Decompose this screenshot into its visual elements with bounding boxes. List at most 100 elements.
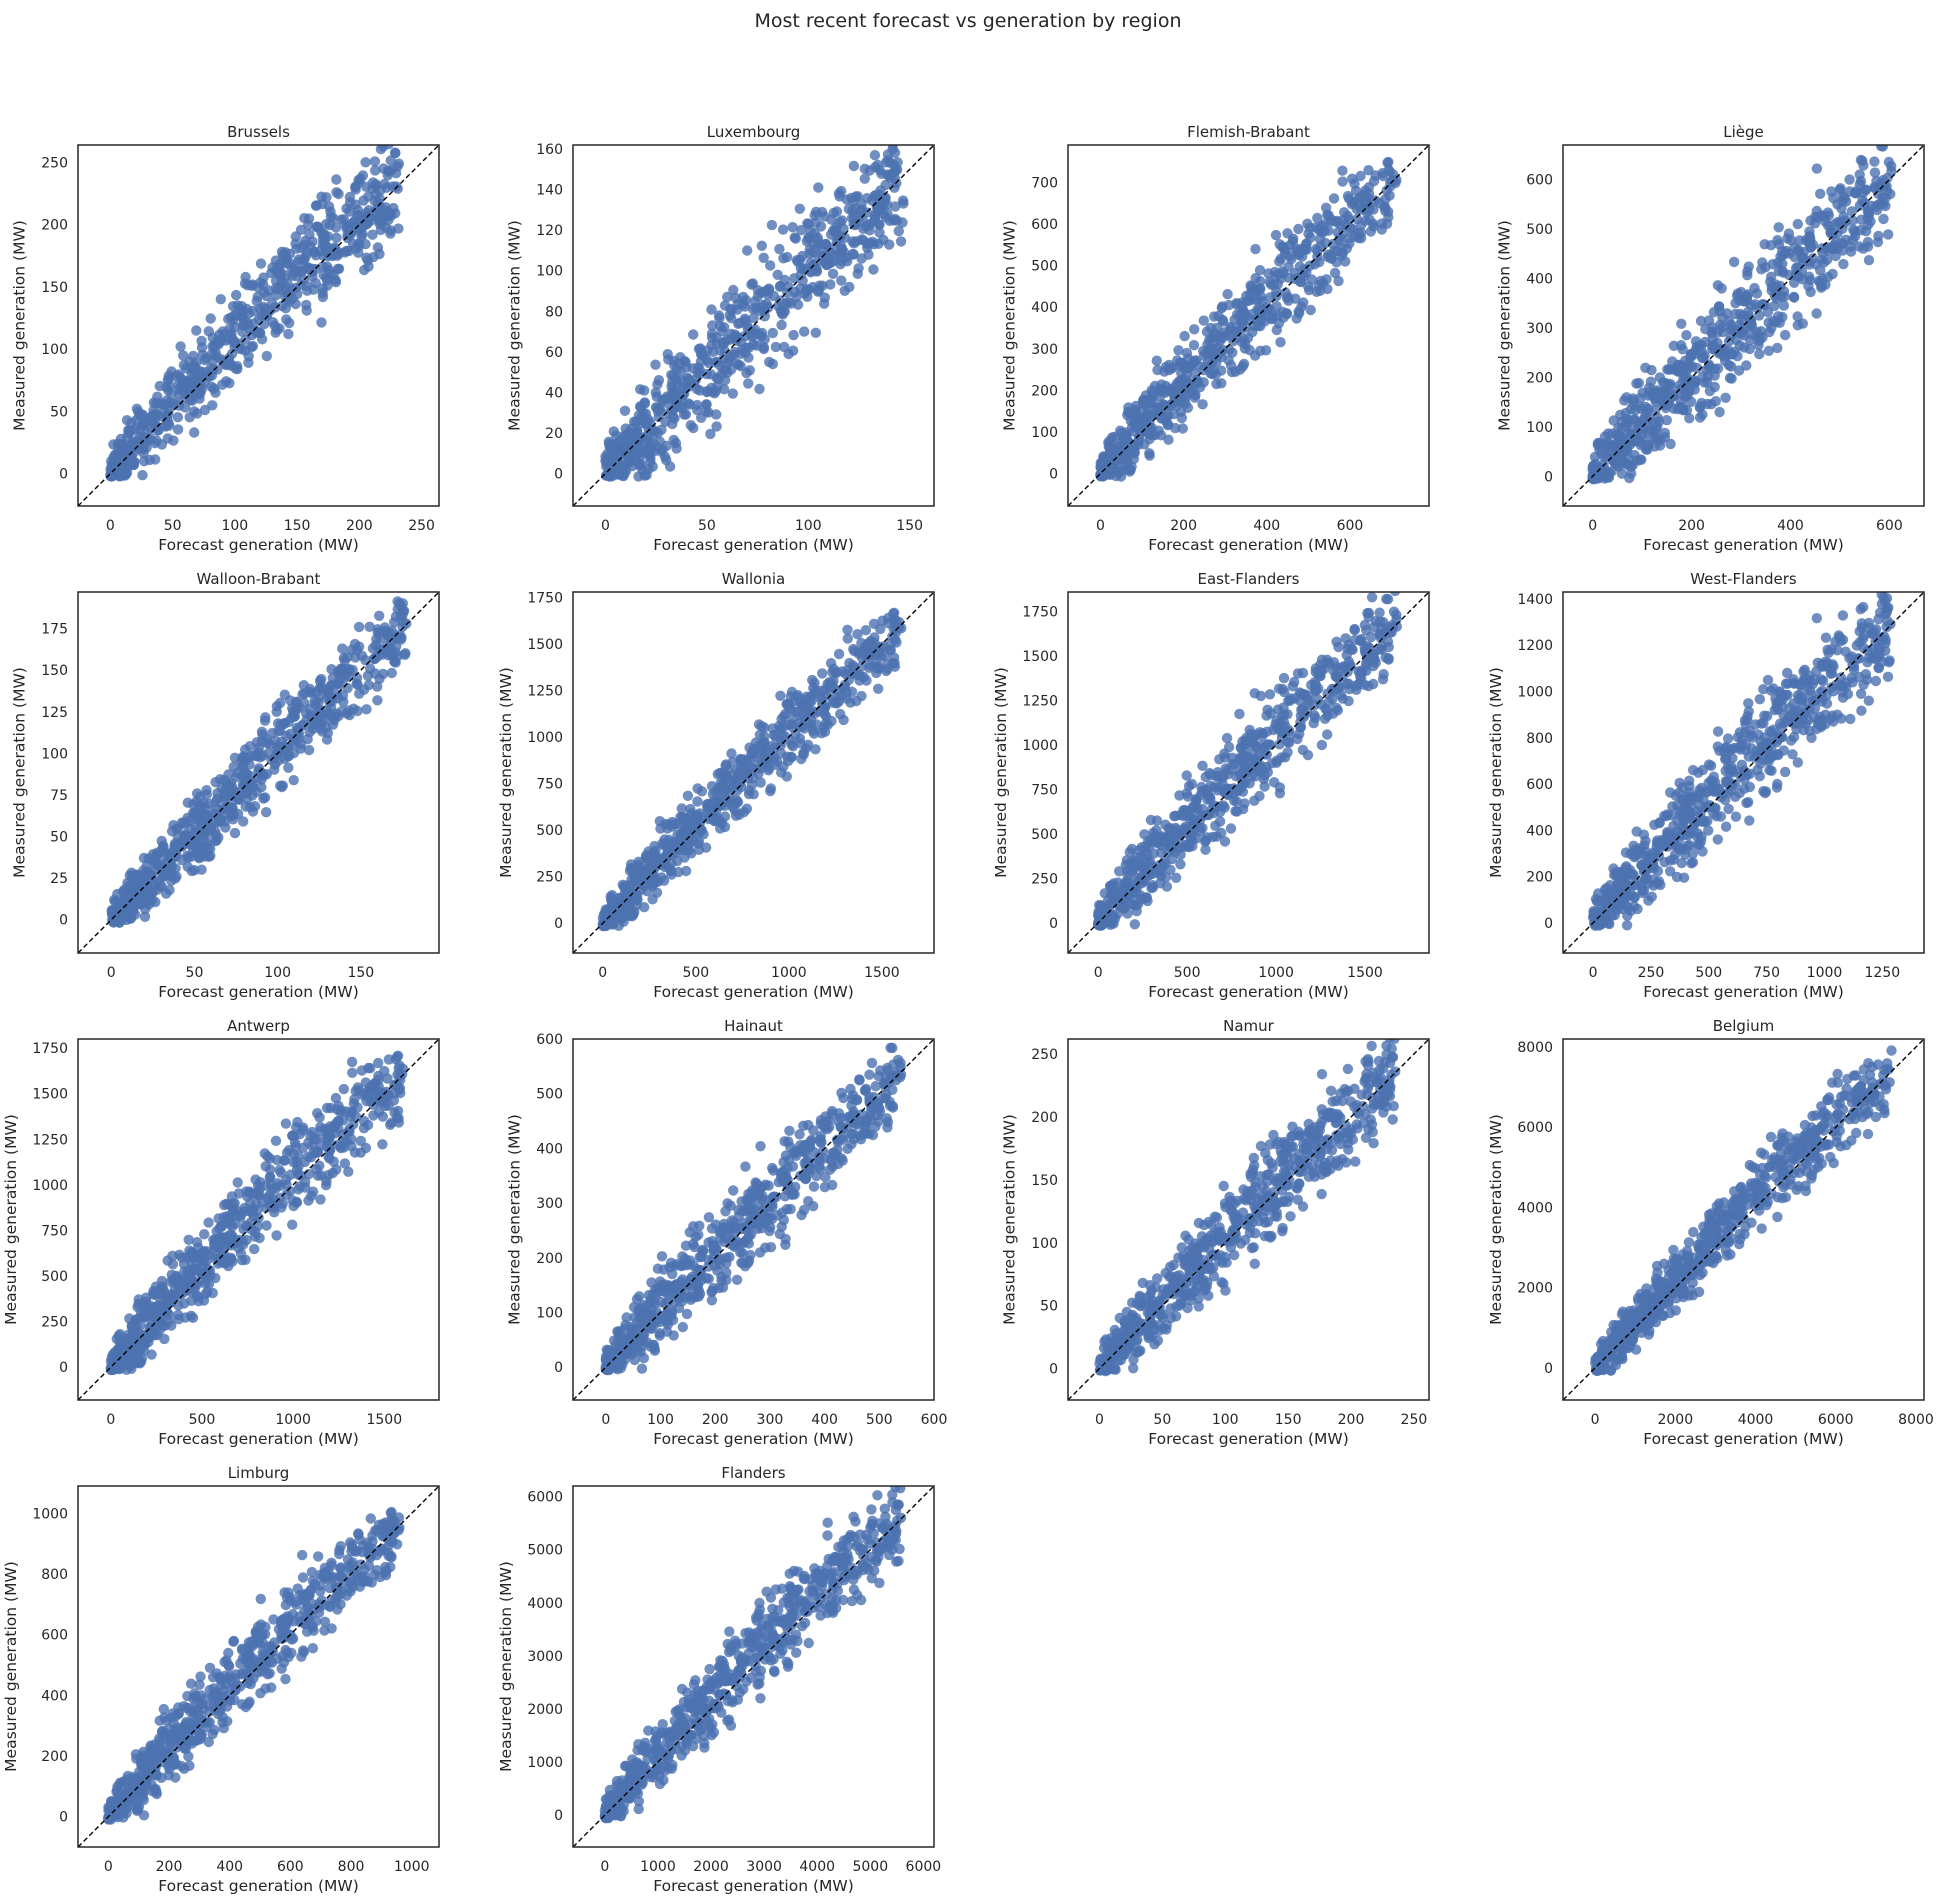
data-point xyxy=(641,469,652,481)
data-point xyxy=(1174,790,1185,801)
data-point xyxy=(1271,723,1283,734)
data-point xyxy=(1315,670,1326,682)
data-point xyxy=(1827,268,1838,280)
scatter-points xyxy=(1095,156,1402,482)
data-point xyxy=(1695,315,1707,327)
scatter-points xyxy=(600,145,909,482)
data-point xyxy=(693,838,704,849)
data-point xyxy=(1712,726,1724,737)
data-point xyxy=(1765,240,1777,251)
data-point xyxy=(1125,464,1136,475)
data-point xyxy=(768,290,779,302)
data-point xyxy=(1723,345,1734,356)
data-point xyxy=(1873,199,1884,210)
data-point xyxy=(842,624,853,635)
data-point xyxy=(270,283,282,294)
data-point xyxy=(1329,267,1341,279)
data-point xyxy=(671,374,682,385)
data-point xyxy=(1231,796,1242,807)
data-point xyxy=(1250,243,1261,255)
data-point xyxy=(873,219,884,230)
data-point xyxy=(742,758,753,770)
data-point xyxy=(683,845,695,856)
data-point xyxy=(1191,833,1202,844)
data-point xyxy=(351,678,362,689)
data-point xyxy=(1181,770,1192,781)
data-point xyxy=(779,306,790,317)
data-point xyxy=(616,913,627,925)
data-point xyxy=(845,697,856,708)
data-point xyxy=(654,816,665,827)
data-point xyxy=(1834,185,1846,196)
data-point xyxy=(1763,345,1775,356)
data-point xyxy=(1183,807,1194,818)
data-point xyxy=(116,452,127,463)
data-point xyxy=(755,287,766,298)
data-point xyxy=(1284,737,1295,748)
data-point xyxy=(863,639,875,650)
data-point xyxy=(650,845,661,856)
y-tick-label: 500 xyxy=(1526,222,1553,238)
data-point xyxy=(1873,230,1884,242)
data-point xyxy=(238,816,249,827)
data-point xyxy=(1825,224,1837,235)
subplot-title: East-Flanders xyxy=(1197,570,1299,588)
data-point xyxy=(684,399,695,410)
data-point xyxy=(681,362,692,373)
reference-line xyxy=(573,145,934,506)
data-point xyxy=(706,328,718,339)
data-point xyxy=(220,335,232,346)
data-point xyxy=(1255,276,1266,287)
data-point xyxy=(1188,388,1199,400)
data-point xyxy=(1255,740,1266,751)
data-point xyxy=(754,383,765,395)
data-point xyxy=(675,402,686,413)
data-point xyxy=(836,275,847,286)
data-point xyxy=(709,357,721,368)
data-point xyxy=(1268,280,1280,291)
data-point xyxy=(1603,428,1614,439)
data-point xyxy=(332,250,343,261)
data-point xyxy=(207,341,218,352)
data-point xyxy=(897,195,909,206)
data-point xyxy=(174,839,185,850)
data-point xyxy=(1844,174,1855,185)
data-point xyxy=(1363,607,1375,619)
data-point xyxy=(182,850,193,861)
data-point xyxy=(300,250,312,262)
data-point xyxy=(1182,839,1193,850)
data-point xyxy=(770,341,782,353)
data-point xyxy=(1205,780,1216,791)
data-point xyxy=(1197,399,1208,410)
x-tick-label: 0 xyxy=(601,518,610,534)
data-point xyxy=(1681,365,1692,376)
data-point xyxy=(1323,696,1335,707)
data-point xyxy=(351,211,363,222)
data-point xyxy=(799,326,810,337)
data-point xyxy=(203,798,214,809)
data-point xyxy=(838,223,849,234)
data-point xyxy=(271,701,283,712)
data-point xyxy=(1764,326,1775,338)
data-point xyxy=(600,470,612,481)
data-point xyxy=(1749,299,1761,310)
data-point xyxy=(1362,640,1373,652)
subplot-title: Wallonia xyxy=(722,570,785,588)
data-point xyxy=(1146,882,1157,894)
data-point xyxy=(833,648,845,660)
data-point xyxy=(882,658,893,670)
data-point xyxy=(688,378,700,390)
data-point xyxy=(1235,309,1246,320)
data-point xyxy=(1310,663,1322,674)
data-point xyxy=(749,296,760,307)
data-point xyxy=(180,402,191,413)
data-point xyxy=(836,666,848,677)
data-point xyxy=(727,801,738,812)
scatter-points xyxy=(105,145,405,482)
data-point xyxy=(189,427,200,438)
data-point xyxy=(1255,315,1267,326)
y-axis-label: Measured generation (MW) xyxy=(992,667,1010,878)
data-point xyxy=(1862,236,1874,248)
data-point xyxy=(695,823,706,835)
data-point xyxy=(1222,289,1233,300)
